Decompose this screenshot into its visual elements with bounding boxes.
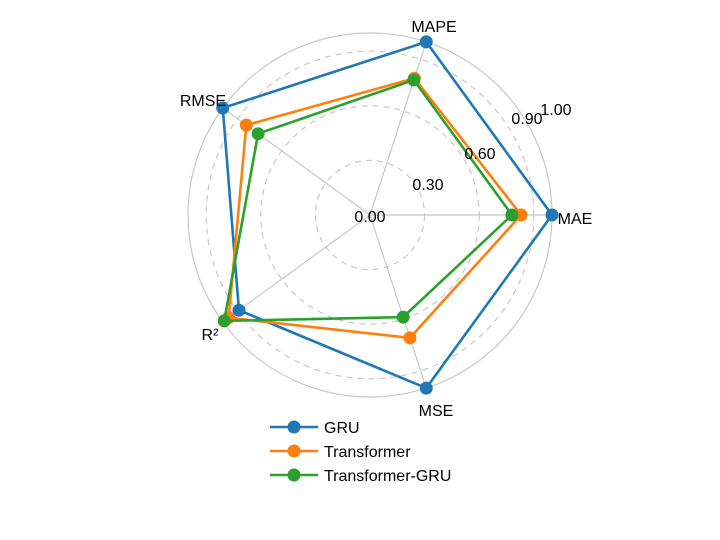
axis-spoke xyxy=(222,214,371,323)
radial-grid-ring xyxy=(314,159,426,271)
axis-spoke xyxy=(369,214,427,389)
axis-label-3: R² xyxy=(202,327,220,344)
axis-label-2: RMSE xyxy=(180,93,226,110)
data-point xyxy=(403,331,417,345)
axis-labels: 0.00 0.30 0.60 0.901.00 MAE MAPE RMSE R² MSE xyxy=(180,19,592,420)
radial-tick-label: 0.90 xyxy=(511,111,542,128)
data-point xyxy=(419,35,433,49)
series-transformer-gru xyxy=(217,73,519,328)
radar-series xyxy=(216,35,559,395)
radial-grid-ring xyxy=(260,105,480,325)
radial-tick-label: 0.00 xyxy=(354,209,385,226)
data-point xyxy=(514,208,528,222)
radial-grid-ring xyxy=(205,50,535,380)
data-point xyxy=(232,303,246,317)
data-point xyxy=(251,127,265,141)
radial-tick-label: 1.00 xyxy=(540,102,571,119)
data-point xyxy=(396,310,410,324)
data-point xyxy=(505,208,519,222)
axis-spoke xyxy=(369,41,427,216)
legend-label: Transformer-GRU xyxy=(324,468,451,485)
legend-item: Transformer-GRU xyxy=(270,468,451,485)
legend-label: GRU xyxy=(324,420,360,437)
series-gru xyxy=(216,35,559,395)
axis-label-4: MSE xyxy=(419,403,454,420)
data-point xyxy=(217,314,231,328)
data-point xyxy=(216,101,230,115)
radial-tick-label: 0.30 xyxy=(412,177,443,194)
data-point xyxy=(419,381,433,395)
legend-marker-icon xyxy=(287,420,301,434)
legend-item: GRU xyxy=(270,420,360,437)
axis-label-1: MAPE xyxy=(411,19,456,36)
legend-label: Transformer xyxy=(324,444,411,461)
axis-label-0: MAE xyxy=(558,211,593,228)
legend-item: Transformer xyxy=(270,444,411,461)
legend-marker-icon xyxy=(287,444,301,458)
data-point xyxy=(407,73,421,87)
radar-grid xyxy=(187,32,553,398)
legend-marker-icon xyxy=(287,468,301,482)
data-point xyxy=(545,208,559,222)
data-point xyxy=(239,118,253,132)
radial-tick-label: 0.60 xyxy=(464,146,495,163)
legend: GRU Transformer Transformer-GRU xyxy=(270,420,451,485)
